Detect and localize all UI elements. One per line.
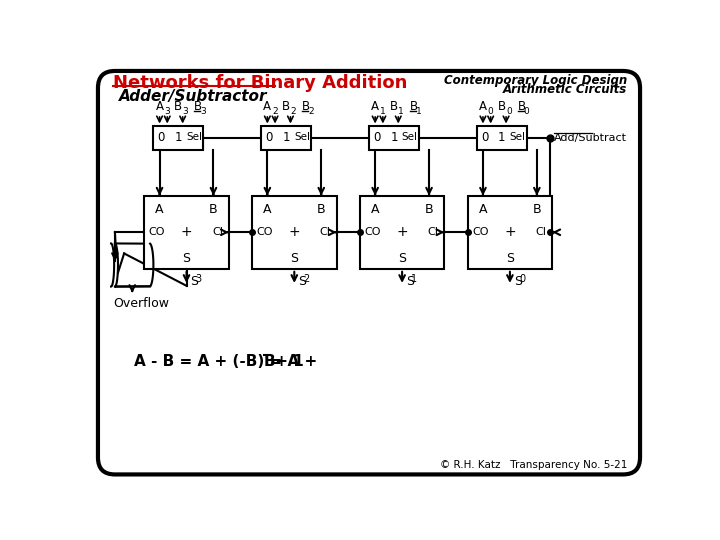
Text: B: B	[174, 99, 182, 112]
Text: 1: 1	[498, 131, 505, 144]
Text: 1: 1	[398, 106, 404, 116]
Text: S: S	[406, 275, 414, 288]
Text: B: B	[498, 99, 505, 112]
Text: A: A	[479, 99, 487, 112]
Text: Overflow: Overflow	[113, 298, 169, 310]
Text: Arithmetic Circuits: Arithmetic Circuits	[503, 83, 627, 96]
Text: + 1: + 1	[271, 354, 304, 369]
Text: 0: 0	[481, 131, 488, 144]
Text: B: B	[425, 204, 433, 217]
Text: +: +	[396, 225, 408, 239]
Text: Sel: Sel	[510, 132, 526, 142]
Text: Add/Subtract: Add/Subtract	[554, 133, 627, 143]
Text: 2: 2	[304, 274, 310, 284]
Bar	[261, 126, 311, 150]
Bar	[144, 195, 229, 269]
Text: A: A	[156, 99, 163, 112]
Text: B: B	[390, 99, 397, 112]
Bar	[477, 126, 527, 150]
Text: CO: CO	[256, 227, 273, 237]
Text: CO: CO	[364, 227, 381, 237]
Text: B: B	[282, 99, 290, 112]
Text: S: S	[506, 252, 514, 265]
Text: 2: 2	[272, 106, 278, 116]
Text: 0: 0	[519, 274, 526, 284]
Text: A: A	[372, 99, 379, 112]
Text: +: +	[181, 225, 192, 239]
Text: A: A	[263, 204, 271, 217]
Text: 0: 0	[265, 131, 273, 144]
Text: 0: 0	[506, 106, 512, 116]
Text: B: B	[209, 204, 217, 217]
Text: S: S	[290, 252, 298, 265]
Text: 3: 3	[183, 106, 189, 116]
Text: CI: CI	[320, 227, 330, 237]
Text: CI: CI	[535, 227, 546, 237]
Text: 1: 1	[379, 106, 385, 116]
Text: Adder/Subtractor: Adder/Subtractor	[119, 90, 267, 104]
Text: S: S	[182, 252, 191, 265]
Text: 0: 0	[487, 106, 493, 116]
Text: +: +	[504, 225, 516, 239]
Text: 0: 0	[373, 131, 380, 144]
Text: 1: 1	[390, 131, 397, 144]
Text: A - B = A + (-B) = A +: A - B = A + (-B) = A +	[134, 354, 323, 369]
Text: © R.H. Katz   Transparency No. 5-21: © R.H. Katz Transparency No. 5-21	[440, 460, 627, 470]
Text: B: B	[518, 99, 526, 112]
Text: CI: CI	[428, 227, 438, 237]
Text: S: S	[298, 275, 306, 288]
Text: A: A	[156, 204, 164, 217]
Bar	[153, 126, 204, 150]
Text: 3: 3	[164, 106, 170, 116]
Text: 2: 2	[308, 106, 314, 116]
Text: Sel: Sel	[402, 132, 418, 142]
Text: +: +	[289, 225, 300, 239]
Text: A: A	[479, 204, 487, 217]
Text: B: B	[410, 99, 418, 112]
Text: B: B	[302, 99, 310, 112]
Text: 3: 3	[196, 274, 202, 284]
Text: S: S	[398, 252, 406, 265]
Text: Networks for Binary Addition: Networks for Binary Addition	[113, 74, 408, 92]
Text: A: A	[264, 99, 271, 112]
Bar	[360, 195, 444, 269]
Text: B: B	[317, 204, 325, 217]
Text: CO: CO	[472, 227, 489, 237]
Text: A: A	[371, 204, 379, 217]
Text: 0: 0	[523, 106, 529, 116]
Text: Sel: Sel	[294, 132, 310, 142]
Text: 1: 1	[175, 131, 182, 144]
Bar	[467, 195, 552, 269]
Text: Contemporary Logic Design: Contemporary Logic Design	[444, 74, 627, 87]
Text: CI: CI	[212, 227, 223, 237]
Text: B: B	[264, 354, 275, 369]
Text: B: B	[194, 99, 202, 112]
Text: 0: 0	[158, 131, 165, 144]
Text: B: B	[533, 204, 541, 217]
Text: CO: CO	[149, 227, 166, 237]
Text: 3: 3	[200, 106, 206, 116]
Bar	[369, 126, 419, 150]
Text: 1: 1	[416, 106, 422, 116]
FancyBboxPatch shape	[98, 71, 640, 475]
Text: 1: 1	[411, 274, 418, 284]
Text: S: S	[514, 275, 522, 288]
Text: S: S	[190, 275, 199, 288]
Text: Sel: Sel	[186, 132, 202, 142]
Text: 1: 1	[282, 131, 290, 144]
Text: 2: 2	[290, 106, 296, 116]
Bar	[252, 195, 337, 269]
